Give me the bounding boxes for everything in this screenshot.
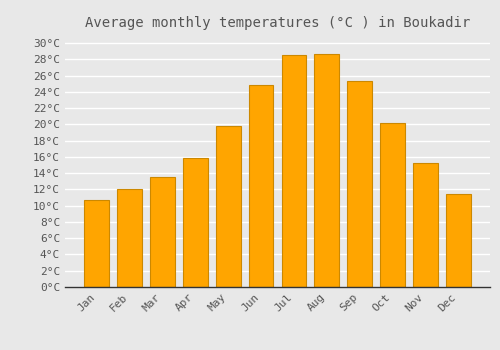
- Bar: [216, 126, 240, 287]
- Bar: [150, 177, 174, 287]
- Bar: [117, 189, 142, 287]
- Bar: [380, 123, 405, 287]
- Bar: [314, 54, 339, 287]
- Title: Average monthly temperatures (°C ) in Boukadir: Average monthly temperatures (°C ) in Bo…: [85, 16, 470, 30]
- Bar: [282, 55, 306, 287]
- Bar: [84, 200, 109, 287]
- Bar: [183, 158, 208, 287]
- Bar: [446, 194, 470, 287]
- Bar: [348, 81, 372, 287]
- Bar: [413, 163, 438, 287]
- Bar: [248, 85, 274, 287]
